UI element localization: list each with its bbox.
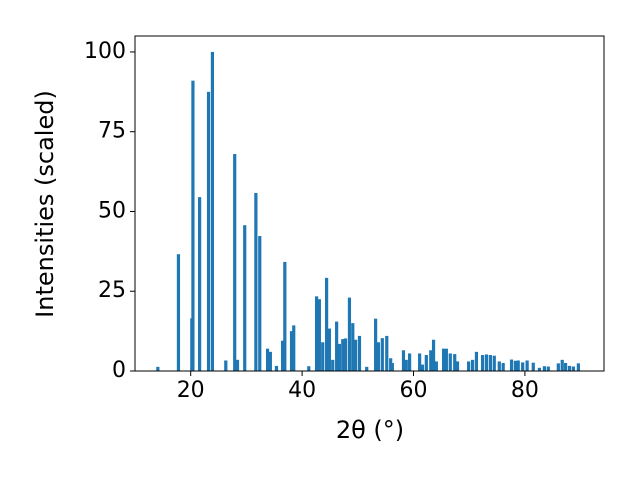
bar [467, 361, 471, 371]
bar [401, 350, 406, 371]
bar [233, 154, 237, 371]
bar [325, 277, 329, 371]
bar [331, 359, 335, 371]
x-tick-label: 80 [511, 378, 539, 403]
bar [556, 363, 560, 371]
bar [376, 342, 381, 371]
bar [431, 339, 436, 371]
bar [404, 359, 408, 371]
bar [546, 366, 550, 371]
bar [210, 51, 215, 371]
bar [206, 91, 211, 371]
bar [453, 354, 457, 371]
bar [243, 225, 247, 371]
bar [420, 364, 425, 371]
bar [258, 236, 262, 371]
x-tick-label: 20 [177, 378, 205, 403]
bar [357, 335, 362, 371]
y-tick-label: 25 [98, 278, 126, 303]
bar [254, 192, 258, 371]
bar [488, 355, 492, 371]
bar [542, 366, 547, 371]
bar [235, 359, 240, 371]
bar [353, 339, 358, 371]
bar [343, 338, 348, 371]
bar [448, 353, 452, 371]
bar [268, 351, 272, 371]
bar [408, 353, 412, 371]
bar [321, 342, 325, 371]
bar [576, 363, 580, 371]
bar [198, 197, 202, 371]
bar [434, 361, 438, 371]
bar [351, 323, 355, 371]
y-tick-label: 75 [98, 119, 126, 144]
plot-frame [134, 35, 605, 372]
bar [571, 366, 575, 371]
bar [385, 335, 389, 371]
y-axis-label: Intensities (scaled) [31, 90, 59, 318]
bar [281, 340, 285, 371]
bar [429, 350, 433, 371]
bar [389, 358, 393, 371]
y-tick-label: 50 [98, 198, 126, 223]
bar [365, 366, 369, 371]
bar [525, 360, 529, 371]
bar [470, 359, 475, 371]
bar [418, 353, 422, 371]
bar [283, 261, 287, 371]
bar [516, 360, 520, 371]
bar [337, 343, 342, 371]
bar [441, 348, 446, 371]
bar [307, 366, 311, 371]
bar [335, 321, 339, 371]
bar [156, 366, 160, 371]
bar [474, 351, 479, 371]
bar [317, 299, 321, 371]
bar [567, 365, 572, 371]
bar [380, 338, 384, 371]
bar [537, 367, 541, 371]
bar [563, 363, 568, 371]
x-axis-label: 2θ (°) [336, 416, 404, 444]
bar [455, 361, 460, 371]
bar [497, 361, 501, 371]
bar [176, 254, 181, 371]
bar [265, 348, 270, 371]
bar [560, 359, 564, 371]
bar [492, 355, 496, 371]
bar [314, 296, 319, 371]
x-tick-label: 40 [288, 378, 316, 403]
bar [274, 365, 279, 371]
bar [224, 360, 228, 371]
bar [513, 360, 518, 371]
bar [292, 325, 296, 371]
y-tick-label: 0 [112, 358, 126, 383]
bar [347, 297, 352, 371]
bar [484, 354, 489, 371]
bar [390, 363, 394, 371]
bar [531, 362, 535, 371]
x-tick-label: 60 [400, 378, 428, 403]
bar [501, 363, 505, 371]
bar [480, 355, 485, 371]
y-tick-label: 100 [84, 39, 126, 64]
bar [191, 80, 195, 372]
bar [509, 359, 514, 371]
bar [341, 339, 345, 371]
bar [424, 355, 428, 371]
bar [289, 331, 294, 371]
bar [374, 318, 378, 371]
bar [521, 362, 525, 371]
bar [444, 348, 448, 371]
bar [327, 328, 331, 371]
